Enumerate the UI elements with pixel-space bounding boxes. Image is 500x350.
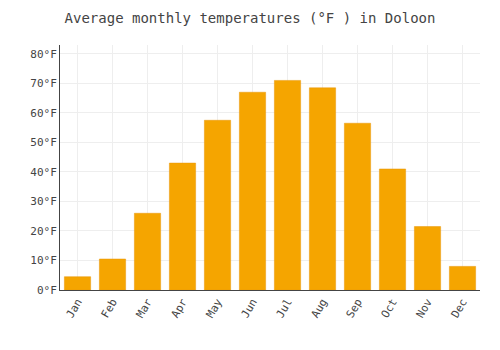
svg-text:May: May [204, 296, 225, 320]
svg-text:80°F: 80°F [30, 48, 57, 61]
svg-text:Jan: Jan [64, 296, 85, 320]
svg-text:Nov: Nov [414, 296, 435, 320]
svg-text:70°F: 70°F [30, 77, 57, 90]
svg-text:0°F: 0°F [37, 284, 57, 297]
svg-text:20°F: 20°F [30, 225, 57, 238]
svg-text:Jun: Jun [239, 296, 260, 320]
svg-text:Jul: Jul [274, 296, 295, 320]
svg-text:Mar: Mar [134, 296, 155, 320]
svg-text:30°F: 30°F [30, 195, 57, 208]
svg-text:Aug: Aug [309, 296, 330, 320]
svg-text:Oct: Oct [379, 296, 400, 320]
svg-text:Apr: Apr [169, 296, 190, 320]
svg-text:40°F: 40°F [30, 166, 57, 179]
svg-text:Feb: Feb [99, 296, 120, 320]
svg-text:10°F: 10°F [30, 254, 57, 267]
svg-text:Average monthly temperatures (: Average monthly temperatures (°F ) in Do… [65, 10, 436, 26]
svg-text:Dec: Dec [449, 296, 470, 320]
svg-text:Sep: Sep [344, 296, 365, 320]
svg-text:60°F: 60°F [30, 107, 57, 120]
svg-text:50°F: 50°F [30, 136, 57, 149]
